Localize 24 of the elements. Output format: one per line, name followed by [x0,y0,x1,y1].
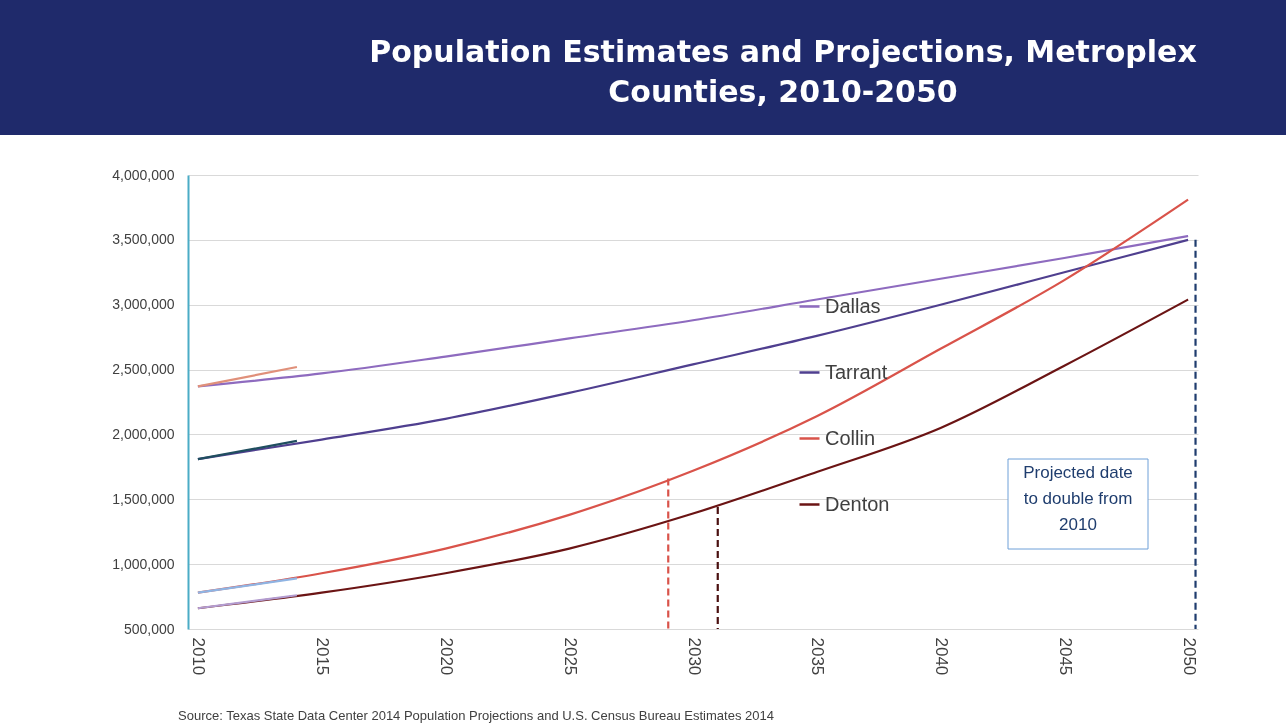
x-tick-label: 2010 [189,637,209,676]
annotation: Projected date to double from 2010 [1023,463,1133,534]
y-tick-label: 500,000 [123,620,175,637]
x-tick-label: 2035 [808,637,828,676]
legend-label: Tarrant [825,360,888,383]
x-tick-label: 2030 [684,637,704,676]
x-tick-label: 2020 [436,637,456,676]
y-tick-label: 4,000,000 [112,166,175,183]
y-tick-label: 3,500,000 [112,231,175,248]
y-tick-label: 1,500,000 [112,490,175,507]
source-note: Source: Texas State Data Center 2014 Population Projections and U.S. Census Bureau Estimates 2014 [178,708,774,723]
y-tick-label: 1,000,000 [112,555,175,572]
x-tick-label: 2045 [1055,637,1075,676]
legend-label: Denton [825,492,890,515]
x-tick-label: 2040 [932,637,952,676]
legend-label: Collin [825,426,876,449]
x-tick-label: 2050 [1179,637,1199,676]
y-tick-label: 2,000,000 [112,425,175,442]
legend-label: Dallas [825,294,881,317]
y-tick-label: 2,500,000 [112,361,175,378]
chart-title: Population Estimates and Projections, Metroplex Counties, 2010-2050 [369,34,1197,109]
x-tick-label: 2015 [313,637,333,676]
y-tick-label: 3,000,000 [112,296,175,313]
x-tick-label: 2025 [560,637,580,676]
